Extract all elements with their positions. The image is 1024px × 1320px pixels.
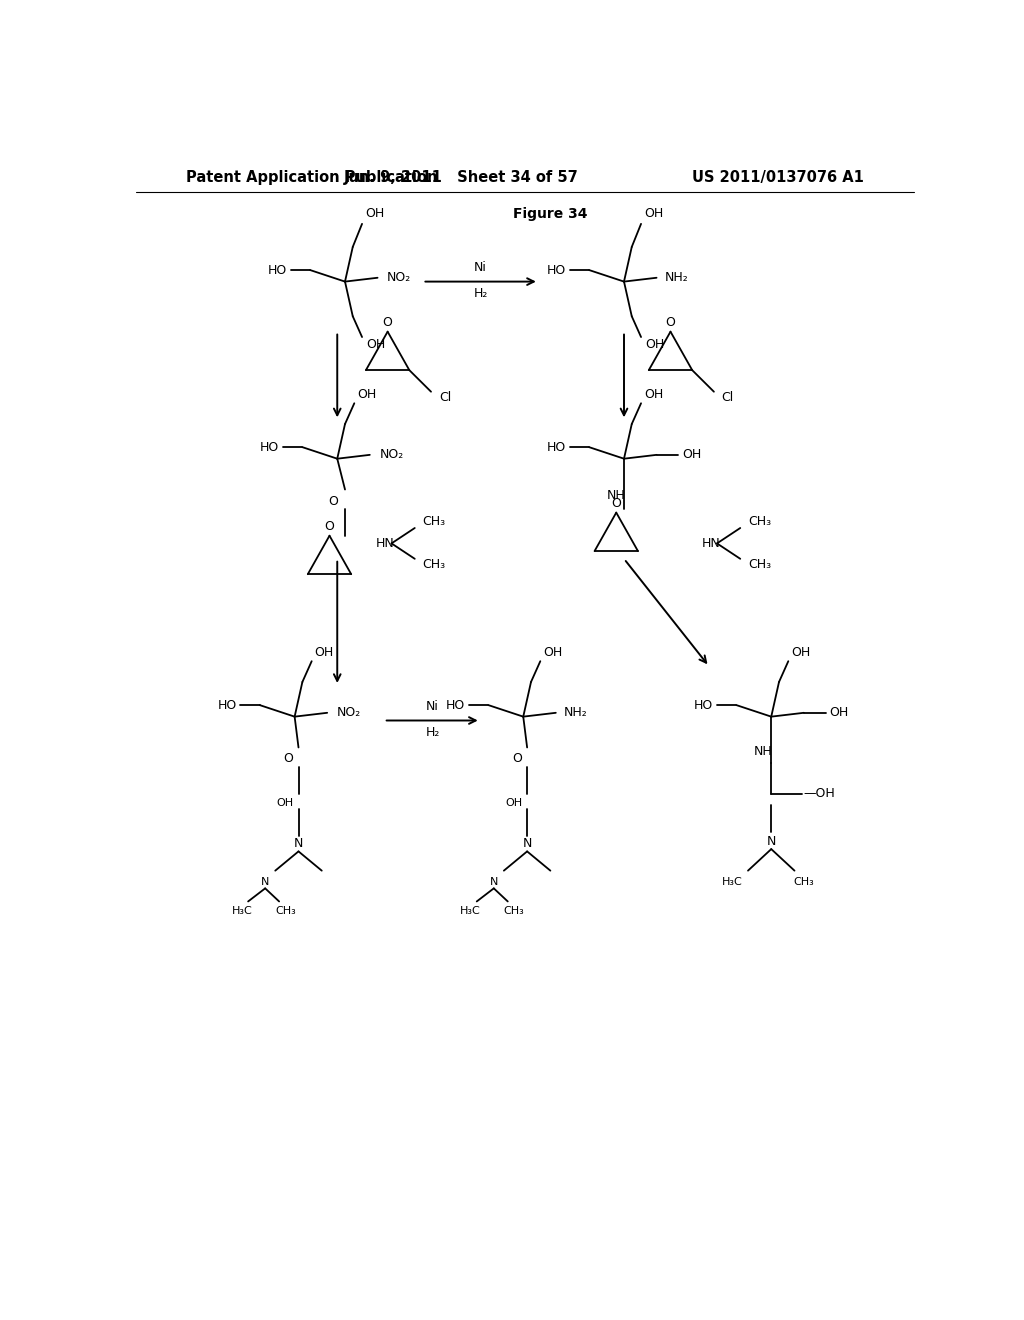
Text: Patent Application Publication: Patent Application Publication (186, 170, 437, 185)
Text: OH: OH (644, 388, 664, 401)
Text: HN: HN (376, 537, 394, 550)
Text: O: O (383, 315, 392, 329)
Text: N: N (522, 837, 531, 850)
Text: HO: HO (268, 264, 287, 277)
Text: CH₃: CH₃ (749, 557, 771, 570)
Text: N: N (261, 878, 269, 887)
Text: OH: OH (792, 647, 810, 659)
Text: OH: OH (506, 797, 522, 808)
Text: OH: OH (365, 207, 384, 220)
Text: H₂: H₂ (473, 286, 487, 300)
Text: CH₃: CH₃ (275, 906, 296, 916)
Text: OH: OH (829, 706, 848, 719)
Text: Ni: Ni (426, 700, 439, 713)
Text: Cl: Cl (722, 391, 734, 404)
Text: HO: HO (217, 698, 237, 711)
Text: H₃C: H₃C (460, 906, 481, 916)
Text: OH: OH (314, 647, 334, 659)
Text: H₂: H₂ (425, 726, 439, 739)
Text: Figure 34: Figure 34 (513, 207, 588, 220)
Text: NO₂: NO₂ (337, 706, 361, 719)
Text: H₃C: H₃C (231, 906, 252, 916)
Text: OH: OH (644, 207, 664, 220)
Text: NO₂: NO₂ (387, 271, 412, 284)
Text: —OH: —OH (804, 787, 836, 800)
Text: HO: HO (547, 441, 566, 454)
Text: O: O (611, 496, 622, 510)
Text: Jun. 9, 2011   Sheet 34 of 57: Jun. 9, 2011 Sheet 34 of 57 (344, 170, 579, 185)
Text: OH: OH (543, 647, 562, 659)
Text: HN: HN (701, 537, 720, 550)
Text: O: O (666, 315, 676, 329)
Text: Cl: Cl (439, 391, 452, 404)
Text: OH: OH (357, 388, 377, 401)
Text: OH: OH (367, 338, 386, 351)
Text: CH₃: CH₃ (423, 557, 445, 570)
Text: OH: OH (645, 338, 665, 351)
Text: N: N (489, 878, 498, 887)
Text: HO: HO (547, 264, 566, 277)
Text: NH: NH (754, 744, 773, 758)
Text: O: O (329, 495, 338, 508)
Text: HO: HO (260, 441, 280, 454)
Text: NH₂: NH₂ (564, 706, 588, 719)
Text: N: N (294, 837, 303, 850)
Text: NH₂: NH₂ (665, 271, 688, 284)
Text: Ni: Ni (474, 261, 487, 275)
Text: HO: HO (446, 698, 466, 711)
Text: CH₃: CH₃ (749, 515, 771, 528)
Text: HO: HO (694, 698, 714, 711)
Text: OH: OH (682, 449, 701, 462)
Text: O: O (325, 520, 335, 533)
Text: O: O (512, 752, 522, 766)
Text: CH₃: CH₃ (504, 906, 524, 916)
Text: CH₃: CH₃ (423, 515, 445, 528)
Text: OH: OH (276, 797, 294, 808)
Text: NH: NH (607, 490, 626, 502)
Text: US 2011/0137076 A1: US 2011/0137076 A1 (692, 170, 864, 185)
Text: H₃C: H₃C (722, 878, 742, 887)
Text: CH₃: CH₃ (794, 878, 814, 887)
Text: N: N (767, 834, 776, 847)
Text: O: O (284, 752, 293, 766)
Text: NO₂: NO₂ (379, 449, 403, 462)
